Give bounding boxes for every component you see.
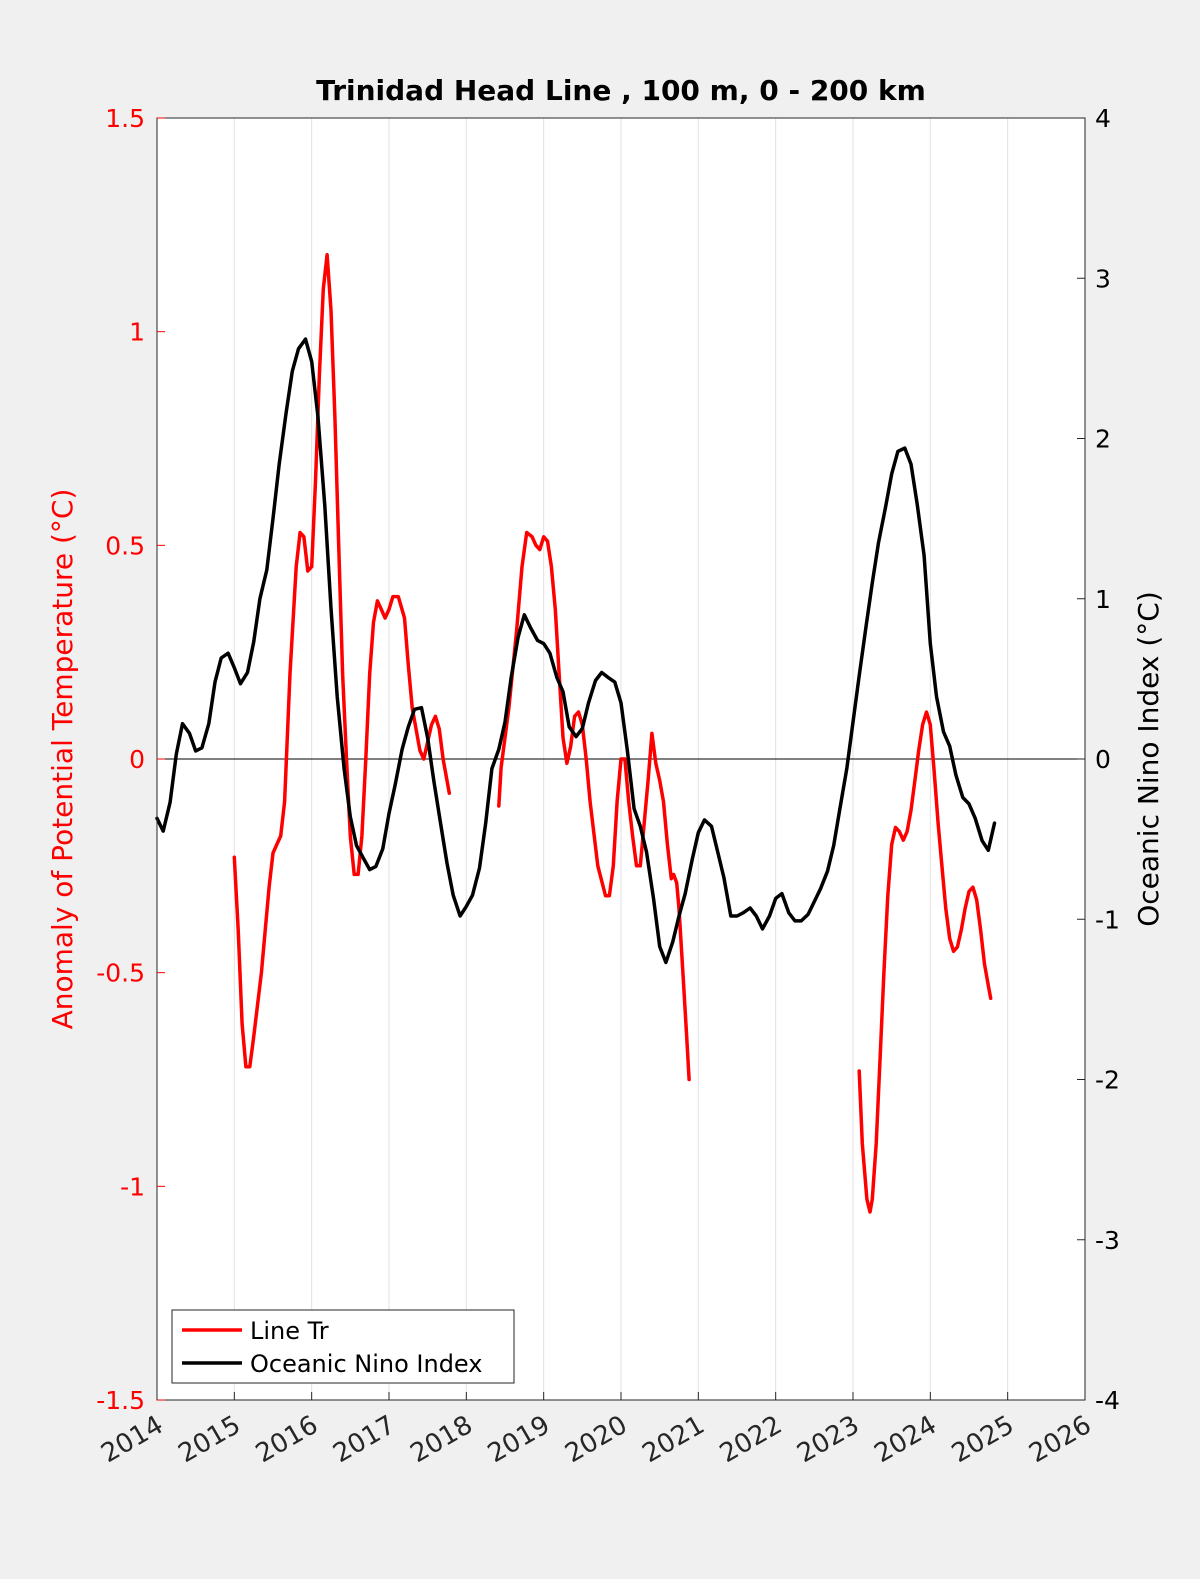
chart-title: Trinidad Head Line , 100 m, 0 - 200 km: [316, 74, 926, 107]
x-tick-label: 2025: [947, 1410, 1019, 1469]
legend-label-oni: Oceanic Nino Index: [250, 1350, 482, 1378]
left-tick-label: 0: [129, 745, 145, 774]
left-tick-label: -1: [120, 1172, 145, 1201]
x-tick-label: 2018: [406, 1410, 478, 1469]
x-tick-label: 2021: [638, 1410, 710, 1469]
x-tick-label: 2023: [792, 1410, 864, 1469]
legend: Line Tr Oceanic Nino Index: [171, 1309, 515, 1384]
right-tick-label: -1: [1095, 905, 1120, 934]
right-axis: -4 -3 -2 -1 0 1 2 3 4: [1077, 104, 1120, 1415]
x-tick-label: 2014: [96, 1410, 168, 1469]
right-tick-label: -3: [1095, 1226, 1120, 1255]
x-tick-label: 2019: [483, 1410, 555, 1469]
right-tick-label: -4: [1095, 1386, 1120, 1415]
right-tick-label: 3: [1095, 264, 1111, 293]
series-layer: [155, 252, 997, 1214]
x-axis: 2014 2015 2016 2017 2018 2019 2020 2021 2022 2023…: [96, 1392, 1097, 1469]
x-tick-label: 2022: [715, 1410, 787, 1469]
x-tick-label: 2016: [251, 1410, 323, 1469]
right-tick-label: 4: [1095, 104, 1111, 133]
left-tick-label: 0.5: [105, 531, 145, 560]
left-tick-label: -1.5: [96, 1386, 145, 1415]
right-axis-label: Oceanic Nino Index (°C): [1132, 591, 1165, 927]
x-tick-label: 2020: [560, 1410, 632, 1469]
right-tick-label: 2: [1095, 425, 1111, 454]
line-tr-series-segment-3: [857, 710, 993, 1214]
legend-label-line-tr: Line Tr: [250, 1317, 329, 1345]
right-tick-label: -2: [1095, 1066, 1120, 1095]
line-tr-series-segment-1: [232, 252, 452, 1069]
x-tick-label: 2026: [1024, 1410, 1096, 1469]
right-tick-label: 1: [1095, 585, 1111, 614]
oni-series-line: [155, 337, 997, 965]
x-tick-label: 2015: [174, 1410, 246, 1469]
right-tick-label: 0: [1095, 745, 1111, 774]
left-tick-label: 1: [129, 318, 145, 347]
left-tick-label: 1.5: [105, 104, 145, 133]
left-tick-label: -0.5: [96, 959, 145, 988]
legend-box: [171, 1309, 515, 1384]
x-tick-label: 2024: [870, 1410, 942, 1469]
x-tick-label: 2017: [328, 1410, 400, 1469]
left-axis: -1.5 -1 -0.5 0 0.5 1 1.5: [96, 104, 165, 1415]
line-tr-series-segment-2: [497, 530, 691, 1082]
left-axis-label: Anomaly of Potential Temperature (°C): [46, 489, 79, 1030]
